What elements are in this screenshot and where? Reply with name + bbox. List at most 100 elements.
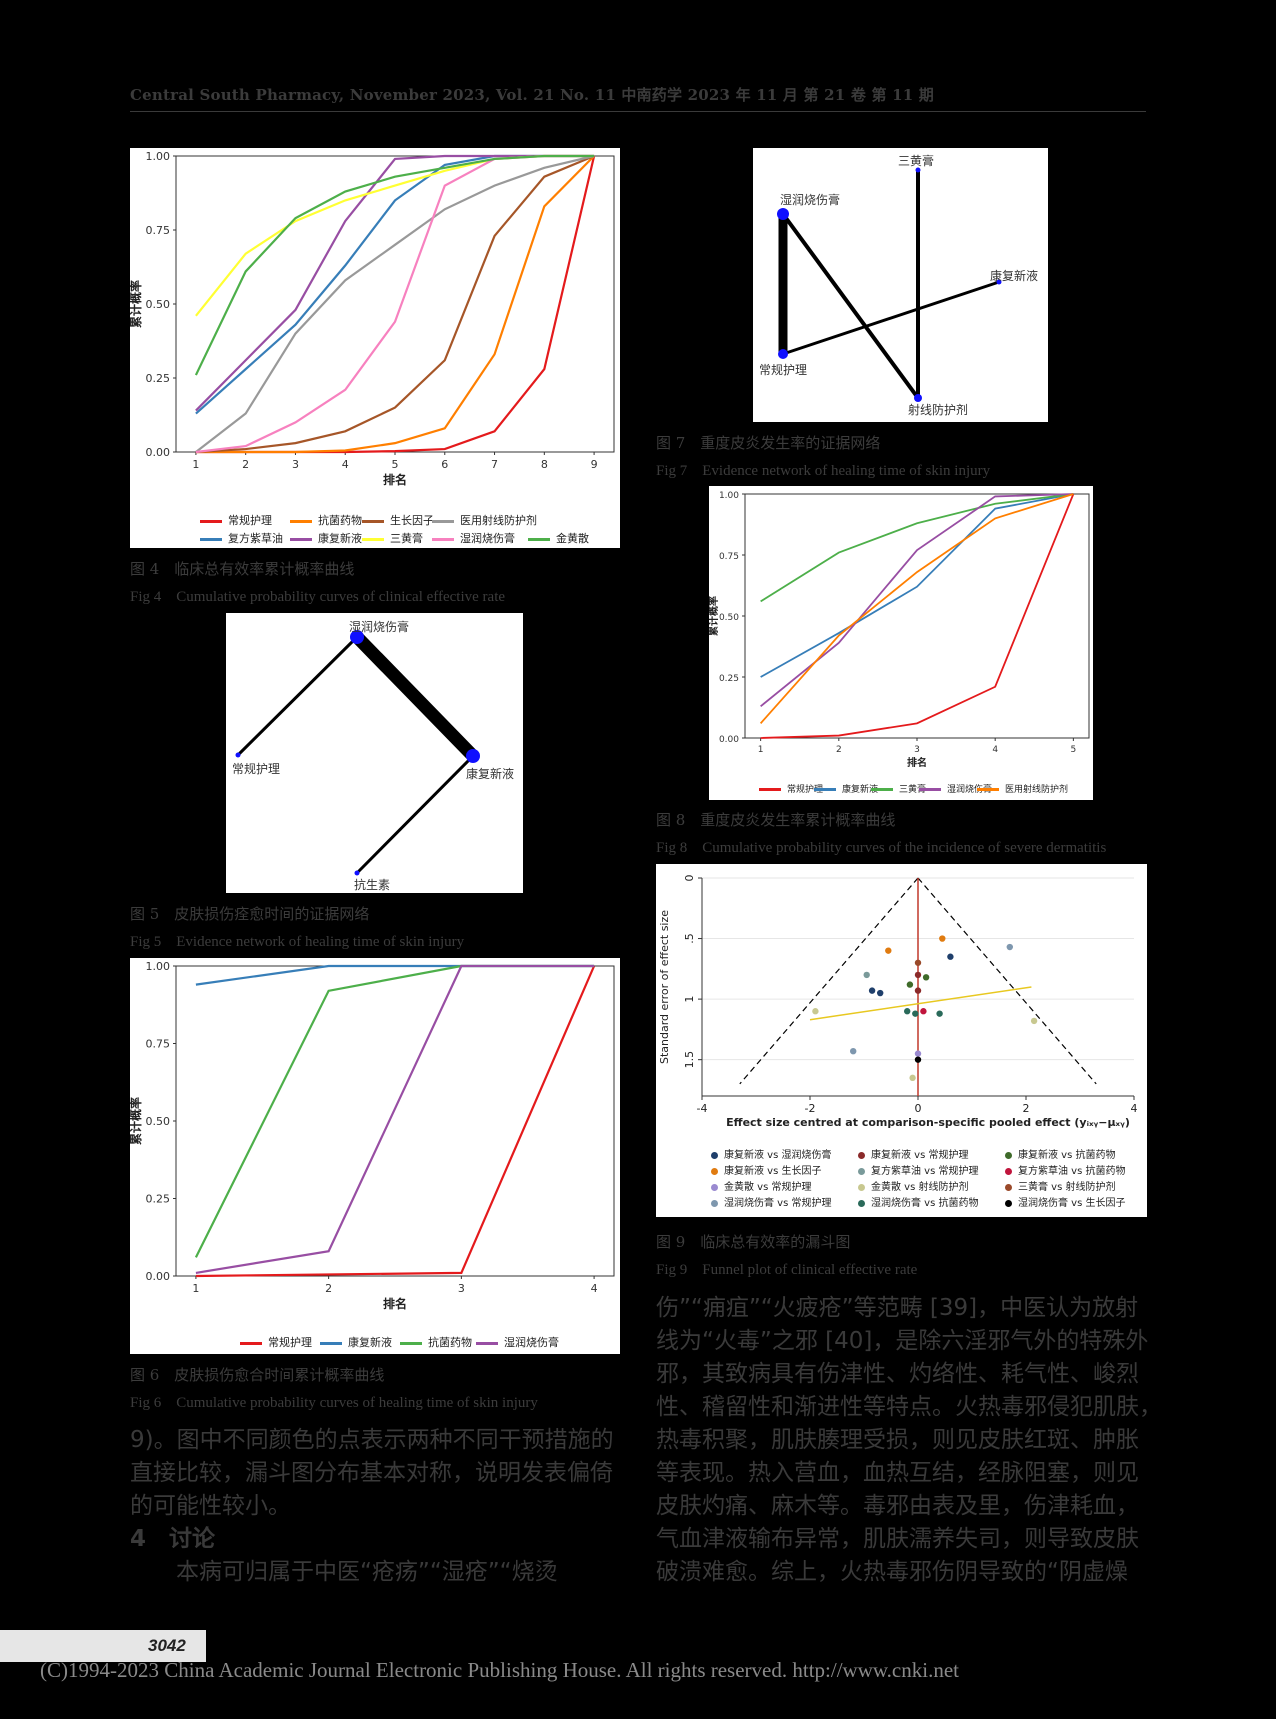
x-tick-label: 2 (242, 458, 249, 471)
fig6-caption-en: Fig 6 Cumulative probability curves of h… (130, 1395, 538, 1411)
series-line-常规护理 (760, 493, 1075, 739)
fig5-edge-kangfu-kangsheng (355, 754, 475, 875)
legend-label: 复方紫草油 (228, 532, 283, 545)
fig5-node-shirun (350, 630, 364, 644)
legend-swatch (432, 519, 454, 523)
right-text-line: 气血津液输布异常，肌肤濡养失司，则导致皮肤 (656, 1526, 1139, 1552)
series-line-湿润烧伤膏 (195, 964, 595, 1274)
legend-item: 湿润烧伤膏 vs 常规护理 (711, 1194, 832, 1209)
x-tick-label: 4 (992, 745, 998, 755)
legend-marker (1005, 1167, 1012, 1175)
point-湿润烧伤膏 vs 抗菌药物 (912, 1010, 919, 1017)
point-金黄散 vs 射线防护剂 (812, 1008, 819, 1015)
point-金黄散 vs 射线防护剂 (1030, 1017, 1038, 1025)
fig7-network: 三黄膏 湿润烧伤膏 康复新液 常规护理 射线防护剂 (753, 148, 1048, 422)
right-text-line: 邪，其致病具有伤津性、灼络性、耗气性、峻烈 (656, 1361, 1139, 1387)
legend-item: 生长因子 (362, 512, 434, 528)
y-tick-label: 0.00 (719, 735, 739, 745)
legend-item: 金黄散 vs 射线防护剂 (858, 1178, 969, 1193)
y-tick-label: 1.00 (146, 150, 171, 163)
fig9-chart: -4 -2 0 2 4 0 .5 1 1.5 Effect size centred at com… (656, 864, 1147, 1217)
legend-label: 康复新液 vs 生长因子 (724, 1166, 822, 1177)
y-tick-label: 0.50 (146, 298, 171, 311)
y-tick-label: 0.50 (719, 613, 739, 623)
legend-swatch (290, 537, 312, 541)
fig4-chart: 0.00 0.25 0.50 0.75 1.00 1 2 3 4 5 6 7 8 9 排名 累计概率 常规护理… (130, 148, 620, 548)
y-tick-label: 1 (683, 996, 696, 1003)
left-text-line: 直接比较，漏斗图分布基本对称，说明发表偏倚 (130, 1460, 613, 1486)
legend-label: 常规护理 (787, 785, 824, 795)
y-tick-label: 0 (683, 875, 696, 882)
legend-item: 抗菌药物 (400, 1334, 472, 1350)
legend-swatch (200, 537, 222, 541)
fig5-node-changgui (235, 752, 241, 758)
legend-swatch (320, 1341, 342, 1345)
y-tick-label: 0.75 (146, 224, 171, 237)
page-number: 3042 (148, 1636, 186, 1655)
legend-item: 三黄膏 (362, 530, 423, 546)
legend-item: 金黄散 (528, 530, 589, 546)
legend-label: 生长因子 (390, 514, 434, 527)
point-湿润烧伤膏 vs 常规护理 (1006, 943, 1013, 951)
y-axis-label: 累计概率 (130, 280, 143, 328)
legend-marker (858, 1183, 865, 1191)
point-康复新液 vs 抗菌药物 (906, 981, 914, 988)
legend-item: 常规护理 (240, 1334, 312, 1350)
legend-label: 康复新液 vs 抗菌药物 (1018, 1150, 1116, 1161)
fig5-network: 湿润烧伤膏 常规护理 康复新液 抗生素 (226, 613, 523, 893)
legend-swatch (240, 1341, 262, 1345)
funnel-right (917, 877, 1097, 1085)
fig7-label-kangfu: 康复新液 (990, 268, 1038, 283)
legend-label: 湿润烧伤膏 (460, 532, 515, 545)
fig7-node-shexian (914, 394, 922, 402)
legend-item: 湿润烧伤膏 vs 生长因子 (1005, 1194, 1126, 1209)
right-text-line: 线为“火毒”之邪 [40]，是除六淫邪气外的特殊外 (656, 1328, 1149, 1354)
fig7-edge-shirun-shexian (781, 212, 920, 400)
legend-marker (858, 1199, 865, 1207)
legend-item: 湿润烧伤膏 (919, 782, 992, 795)
plot-area (175, 155, 615, 453)
header-rule (130, 111, 1146, 112)
right-text-line: 性、稽留性和渐进性等特点。火热毒邪侵犯肌肤， (656, 1394, 1162, 1420)
series-line-医用射线防护剂 (759, 493, 1074, 724)
fig7-node-changgui (778, 349, 788, 359)
legend-item: 康复新液 (814, 782, 878, 795)
y-tick-label: 0.25 (146, 1193, 171, 1206)
fig5-node-kangsheng (354, 870, 360, 876)
x-tick-label: 3 (458, 1282, 465, 1295)
y-tick-label: 1.00 (719, 491, 739, 501)
right-text-line: 皮肤灼痛、麻木等。毒邪由表及里，伤津耗血， (656, 1493, 1139, 1519)
left-text-line: 9)。图中不同颜色的点表示两种不同干预措施的 (130, 1427, 614, 1453)
legend-label: 金黄散 vs 射线防护剂 (871, 1182, 969, 1193)
legend-label: 复方紫草油 vs 抗菌药物 (1018, 1166, 1126, 1177)
legend-item: 三黄膏 vs 射线防护剂 (1005, 1178, 1116, 1193)
legend-item: 康复新液 vs 抗菌药物 (1005, 1146, 1116, 1161)
x-tick-label: 2 (836, 745, 842, 755)
legend-item: 康复新液 vs 生长因子 (711, 1162, 822, 1177)
x-tick-label: 1 (758, 745, 764, 755)
legend-label: 康复新液 vs 常规护理 (871, 1150, 969, 1161)
plot-area (175, 965, 615, 1277)
legend-swatch (871, 788, 893, 791)
legend-swatch (977, 788, 999, 791)
fig4-legend: 常规护理 抗菌药物 生长因子 医用射线防护剂 复方紫草油 康复新液 三黄膏 湿润烧伤膏 金黄散 (130, 508, 620, 548)
right-text-line: 等表现。热入营血，血热互结，经脉阻塞，则见 (656, 1460, 1139, 1486)
x-tick-label: 4 (1131, 1102, 1138, 1115)
x-tick-label: 2 (1023, 1102, 1030, 1115)
legend-marker (711, 1167, 718, 1175)
fig5-label-kangsheng: 抗生素 (354, 877, 390, 892)
legend-marker (858, 1167, 865, 1175)
y-axis-label: Standard error of effect size (658, 910, 671, 1064)
series-line-常规护理 (195, 965, 596, 1278)
y-tick-label: 0.00 (146, 1270, 171, 1283)
legend-label: 金黄散 (556, 532, 589, 545)
legend-label: 三黄膏 (390, 532, 423, 545)
regression-line (809, 986, 1032, 1021)
legend-label: 复方紫草油 vs 常规护理 (871, 1166, 979, 1177)
fig5-label-kangfu: 康复新液 (466, 766, 514, 781)
x-tick-label: 7 (491, 458, 498, 471)
legend-item: 复方紫草油 vs 常规护理 (858, 1162, 979, 1177)
page-number-box (0, 1630, 206, 1662)
fig7-caption-cn: 图 7 重度皮炎发生率的证据网络 (656, 434, 881, 452)
y-tick-label: 0.00 (146, 446, 171, 459)
